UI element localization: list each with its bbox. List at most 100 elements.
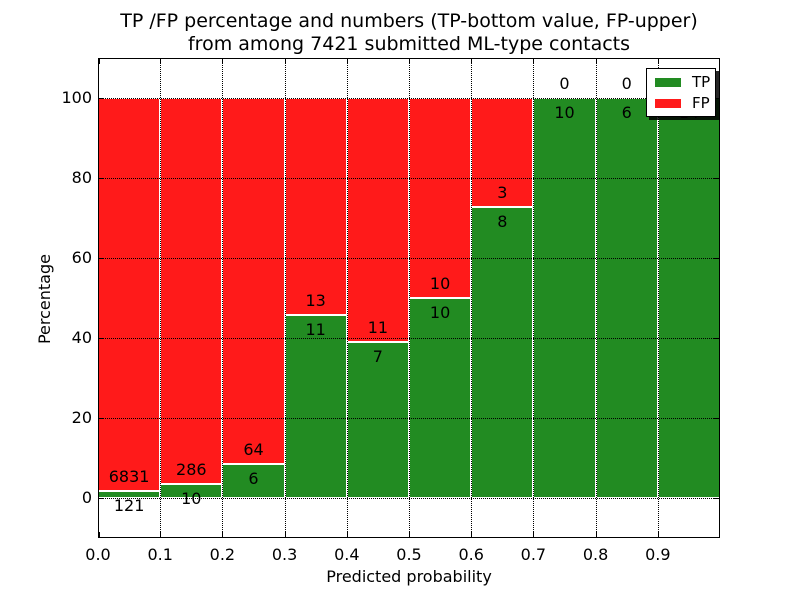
x-tick-label-0.8: 0.8 (582, 545, 609, 564)
fp-count-label-2: 64 (243, 439, 264, 459)
x-tick-bottom (160, 532, 162, 538)
bar-segment-tp-7 (533, 98, 596, 498)
gridline-x-0.2 (222, 58, 224, 538)
gridline-x-0.8 (595, 58, 597, 538)
legend-entry-tp: TP (655, 73, 711, 91)
tp-count-label-6: 8 (497, 212, 508, 232)
y-tick-label-40: 40 (71, 328, 92, 347)
x-tick-label-0.6: 0.6 (458, 545, 484, 564)
bar-segment-fp-5 (409, 98, 472, 298)
y-axis-label: Percentage (35, 254, 54, 345)
tp-count-label-2: 6 (248, 468, 259, 488)
fp-count-label-4: 11 (367, 318, 389, 338)
x-tick-label-0.0: 0.0 (85, 545, 111, 564)
fp-count-label-6: 3 (497, 183, 508, 203)
gridline-x-0.5 (409, 58, 410, 538)
tp-count-label-0: 121 (113, 496, 145, 516)
y-tick-label-80: 80 (71, 168, 92, 187)
x-tick-top (160, 58, 162, 64)
y-tick-label-60: 60 (71, 248, 92, 267)
x-tick-bottom (284, 532, 286, 538)
bar-segment-tp-4 (346, 342, 409, 498)
bar-segment-tp-6 (471, 207, 534, 498)
x-tick-top (284, 58, 286, 64)
bar-segment-fp-2 (222, 98, 285, 464)
gridline-x-0.6 (471, 58, 473, 538)
y-tick-label-0: 0 (81, 488, 92, 507)
bar-segment-tp-9 (657, 98, 720, 498)
y-tick-right (714, 178, 720, 179)
y-tick-left (98, 258, 104, 259)
y-tick-left (98, 178, 104, 179)
x-tick-top (99, 58, 100, 64)
x-tick-top (657, 58, 659, 64)
y-tick-right (714, 258, 720, 259)
gridline-x-0.3 (284, 58, 286, 538)
bar-segment-tp-5 (409, 298, 472, 498)
tp-count-label-1: 10 (181, 489, 202, 509)
gridline-x-0.4 (346, 58, 348, 538)
x-tick-label-0.7: 0.7 (520, 545, 547, 564)
x-tick-bottom (719, 532, 720, 538)
chart-title-line1: TP /FP percentage and numbers (TP-bottom… (120, 10, 698, 32)
y-tick-right (714, 498, 720, 499)
y-tick-left (98, 338, 104, 339)
x-tick-bottom (346, 532, 348, 538)
y-tick-right (714, 98, 720, 99)
y-tick-right (714, 338, 720, 339)
x-tick-bottom (657, 532, 659, 538)
fp-count-label-3: 13 (305, 290, 326, 310)
bar-segment-tp-2 (222, 463, 285, 498)
x-tick-label-0.4: 0.4 (334, 545, 360, 564)
gridline-x-0.9 (657, 58, 659, 538)
y-tick-label-20: 20 (71, 408, 92, 427)
x-tick-label-0.2: 0.2 (209, 545, 236, 564)
x-tick-label-0.9: 0.9 (645, 545, 671, 564)
bar-segment-fp-0 (98, 98, 161, 492)
y-tick-label-100: 100 (61, 88, 92, 107)
x-tick-bottom (595, 532, 597, 538)
x-tick-bottom (99, 532, 100, 538)
x-axis-label: Predicted probability (326, 567, 492, 586)
tp-color-swatch (655, 77, 681, 87)
bar-segment-fp-1 (160, 98, 223, 485)
x-tick-bottom (533, 532, 535, 538)
tp-count-label-3: 11 (305, 319, 326, 339)
fp-count-label-7: 0 (559, 74, 570, 93)
y-tick-left (98, 498, 104, 499)
x-tick-top (719, 58, 720, 64)
fp-count-label-0: 6831 (108, 467, 150, 487)
x-tick-top (471, 58, 473, 64)
x-tick-top (222, 58, 224, 64)
gridline-x-0.1 (160, 58, 162, 538)
fp-count-label-5: 10 (429, 274, 451, 293)
fp-count-label-8: 0 (621, 74, 632, 93)
y-tick-left (98, 418, 104, 419)
x-tick-label-0.1: 0.1 (147, 545, 173, 564)
x-tick-label-0.5: 0.5 (396, 545, 422, 564)
legend-label-fp: FP (692, 94, 710, 112)
chart-title-line2: from among 7421 submitted ML-type contac… (187, 33, 631, 55)
bar-segment-tp-8 (595, 98, 658, 498)
y-tick-right (714, 418, 720, 419)
y-tick-left (98, 98, 104, 99)
legend: TP FP (646, 68, 716, 117)
x-tick-bottom (471, 532, 473, 538)
x-tick-bottom (409, 532, 410, 538)
x-tick-top (595, 58, 597, 64)
x-tick-top (346, 58, 348, 64)
x-tick-label-0.3: 0.3 (271, 545, 298, 564)
x-tick-top (409, 58, 410, 64)
fp-count-label-1: 286 (176, 460, 207, 480)
chart-title: TP /FP percentage and numbers (TP-bottom… (98, 10, 720, 56)
legend-label-tp: TP (692, 73, 711, 91)
x-tick-bottom (222, 532, 224, 538)
plot-area: 683112128610646131111710103801006014 (98, 58, 720, 538)
x-tick-top (533, 58, 535, 64)
bar-segment-tp-3 (284, 314, 347, 498)
tp-count-label-7: 10 (554, 103, 575, 122)
legend-entry-fp: FP (655, 94, 710, 112)
bar-segment-fp-3 (284, 98, 347, 315)
tp-count-label-8: 6 (621, 103, 632, 122)
